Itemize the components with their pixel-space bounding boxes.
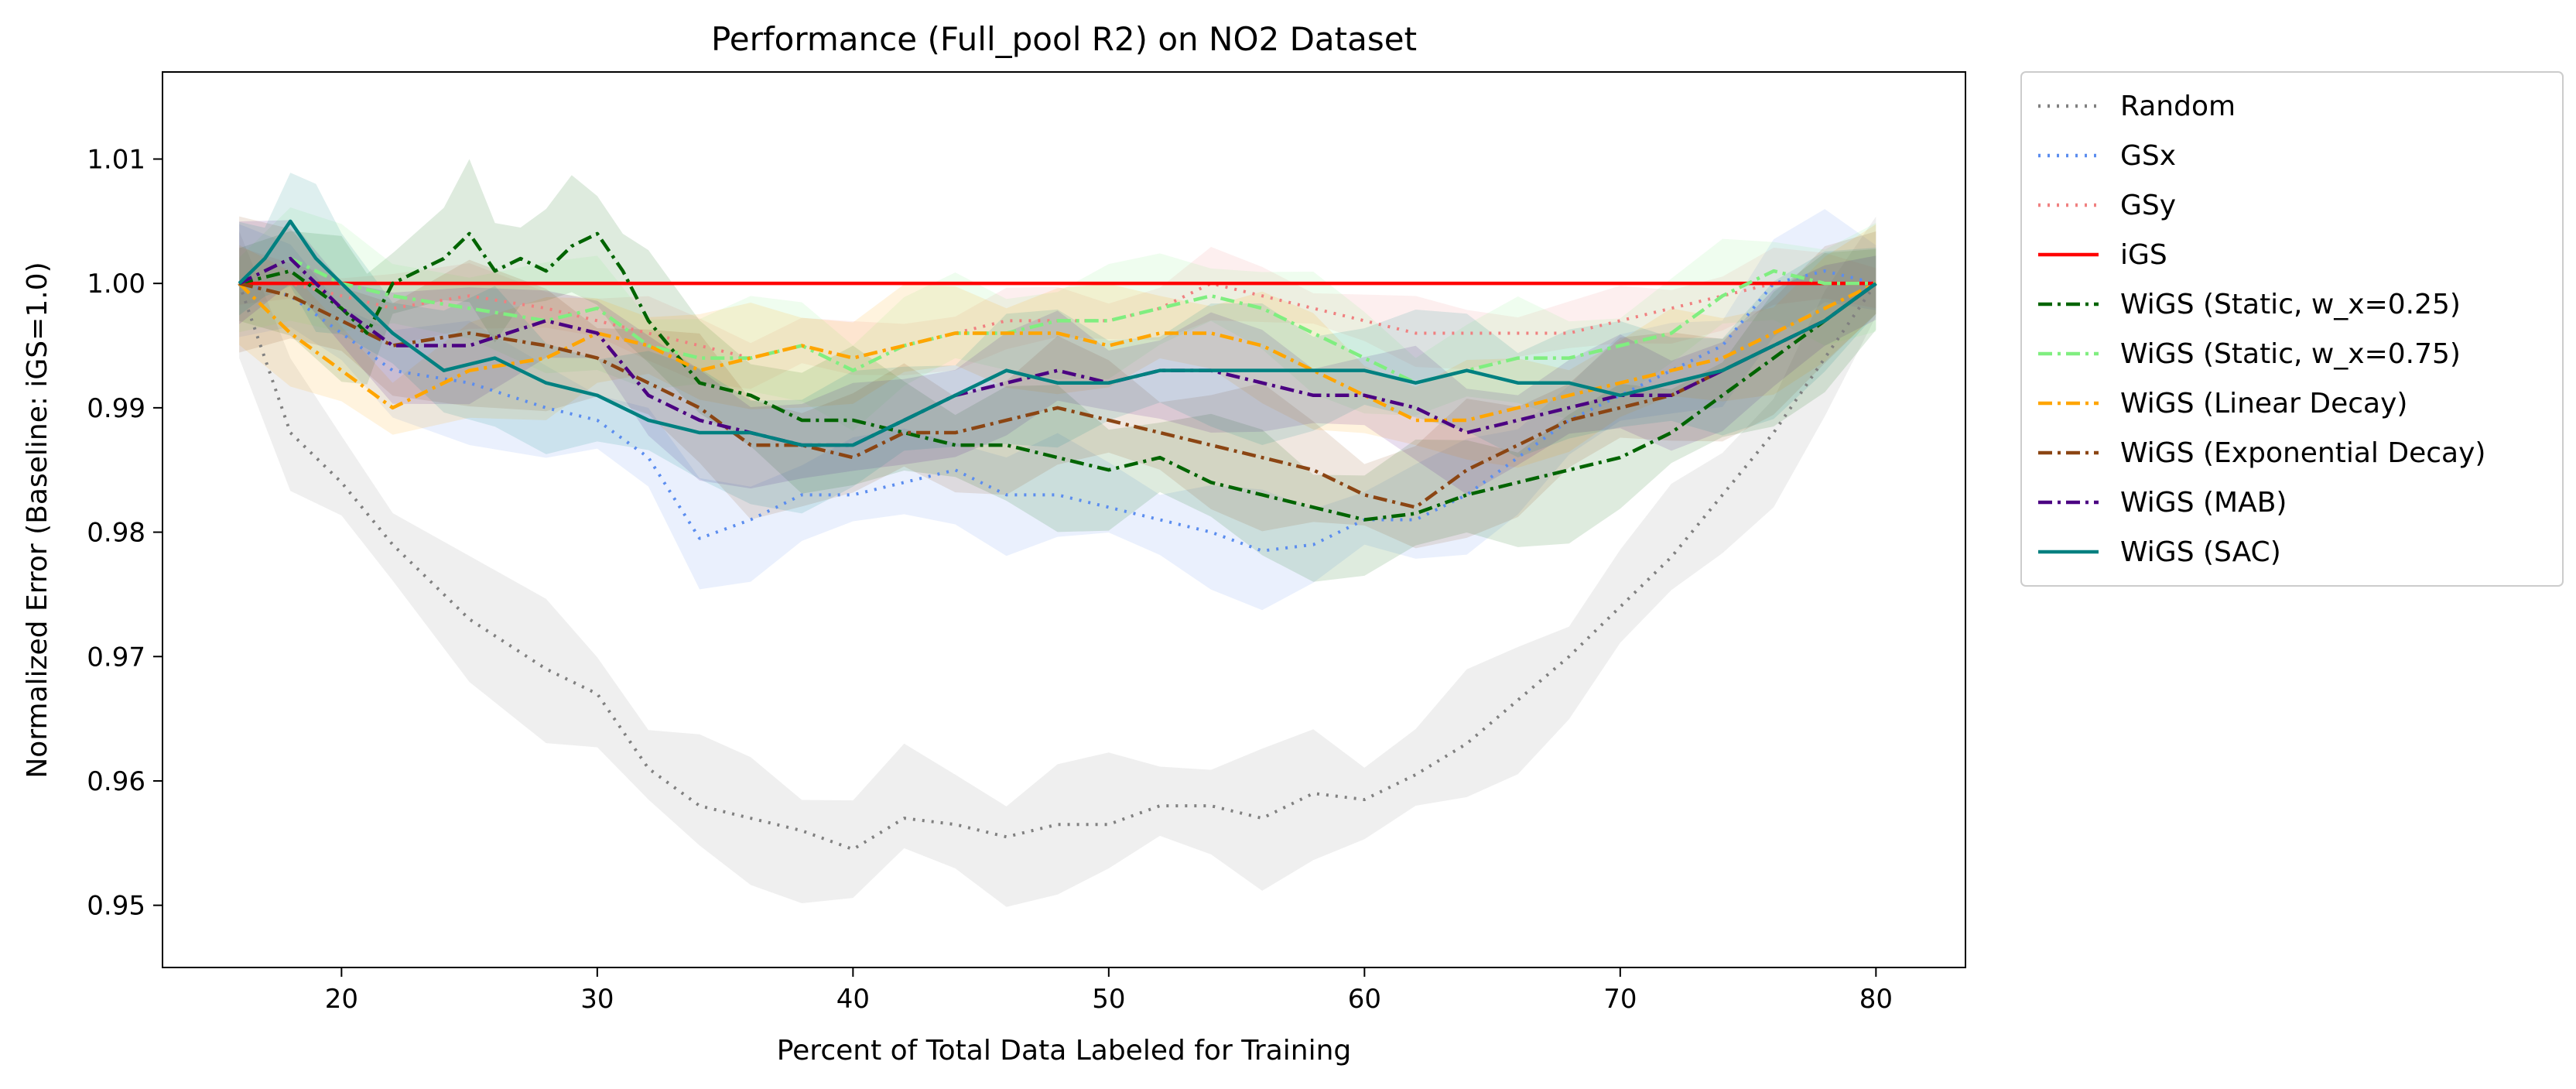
plot-area-frame [162,71,1966,968]
chart-title: Performance (Full_pool R2) on NO2 Datase… [711,20,1417,58]
legend-entry-label: WiGS (Static, w_x=0.75) [2120,338,2461,370]
band-0 [239,216,1876,907]
series-line-4 [238,231,1877,522]
band-1 [239,209,1876,611]
series-line-9 [238,219,1877,447]
legend-entry-label: WiGS (Linear Decay) [2120,388,2407,420]
band-6 [239,224,1876,468]
legend-entry-label: GSy [2120,190,2176,221]
y-tick-label: 0.95 [87,891,145,922]
series-line-6 [238,282,1877,423]
legend-entry-label: WiGS (MAB) [2120,487,2287,519]
band-8 [239,220,1876,495]
y-axis-ticks: 0.95 0.96 0.97 0.98 0.99 1.00 1.01 [87,144,162,922]
legend-box [2020,71,2564,587]
legend-entry-label: iGS [2120,239,2167,271]
x-tick-label: 30 [580,984,614,1015]
series-line-8 [238,256,1877,447]
x-tick-label: 70 [1603,984,1637,1015]
x-axis-ticks: 20 30 40 50 60 70 80 [325,967,1893,1015]
y-tick-label: 0.97 [87,642,145,673]
y-tick-label: 1.00 [87,269,145,300]
legend-entry-label: WiGS (Static, w_x=0.25) [2120,289,2461,320]
x-axis-label: Percent of Total Data Labeled for Traini… [777,1035,1352,1067]
y-tick-label: 1.01 [87,144,145,175]
y-tick-label: 0.99 [87,393,145,424]
legend-entry-label: GSx [2120,140,2176,172]
confidence-bands [239,159,1876,907]
x-tick-label: 20 [325,984,358,1015]
y-tick-label: 0.96 [87,766,145,797]
legend-entry-label: Random [2120,91,2236,122]
band-4 [239,159,1876,582]
y-tick-label: 0.98 [87,518,145,549]
legend-entry-label: WiGS (Exponential Decay) [2120,437,2485,469]
series-lines [238,219,1877,851]
y-axis-label: Normalized Error (Baseline: iGS=1.0) [22,262,53,778]
band-9 [239,173,1876,514]
band-2 [239,247,1876,389]
x-tick-label: 60 [1348,984,1381,1015]
x-tick-label: 50 [1092,984,1125,1015]
x-tick-label: 80 [1859,984,1893,1015]
legend-entry-label: WiGS (SAC) [2120,536,2281,568]
legend: Random GSx GSy iGS WiGS (Static, w_x=0.25) Wi… [2020,71,2564,587]
series-line-7 [238,281,1877,509]
x-tick-label: 40 [836,984,870,1015]
